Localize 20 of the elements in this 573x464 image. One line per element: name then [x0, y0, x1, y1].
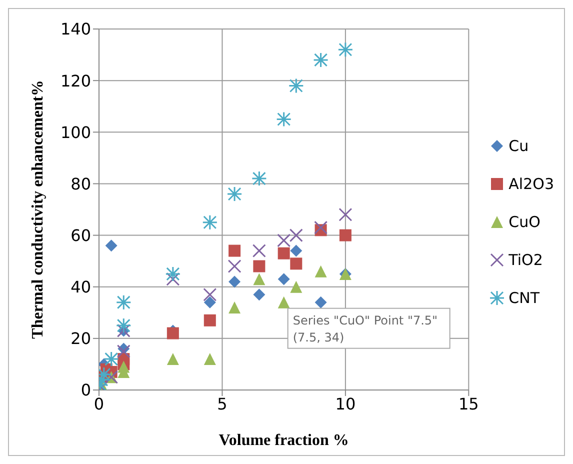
x-axis-title: Volume fraction % [218, 432, 349, 449]
legend-label: Al2O3 [508, 175, 554, 193]
y-tick-label: 80 [70, 174, 91, 194]
y-tick-label: 100 [60, 122, 91, 142]
y-tick-label: 60 [70, 226, 91, 245]
x-tick-label: 10 [335, 394, 356, 414]
legend-label: CNT [508, 289, 540, 307]
y-axis-title: Thermal conductivity enhancement% [30, 80, 47, 339]
x-tick-label: 15 [458, 394, 479, 414]
y-tick-label: 140 [60, 20, 91, 39]
y-tick-label: 0 [80, 380, 91, 400]
legend-label: TiO2 [508, 251, 543, 269]
legend-label: CuO [508, 213, 540, 231]
x-tick-label: 0 [94, 394, 104, 414]
y-tick-label: 40 [70, 278, 91, 297]
y-tick-label: 120 [60, 71, 91, 90]
legend-label: Cu [508, 137, 529, 155]
x-tick-label: 5 [217, 394, 228, 414]
y-tick-label: 20 [70, 329, 91, 348]
annotation: Series "CuO" Point "7.5" (7.5, 34) [292, 313, 438, 344]
